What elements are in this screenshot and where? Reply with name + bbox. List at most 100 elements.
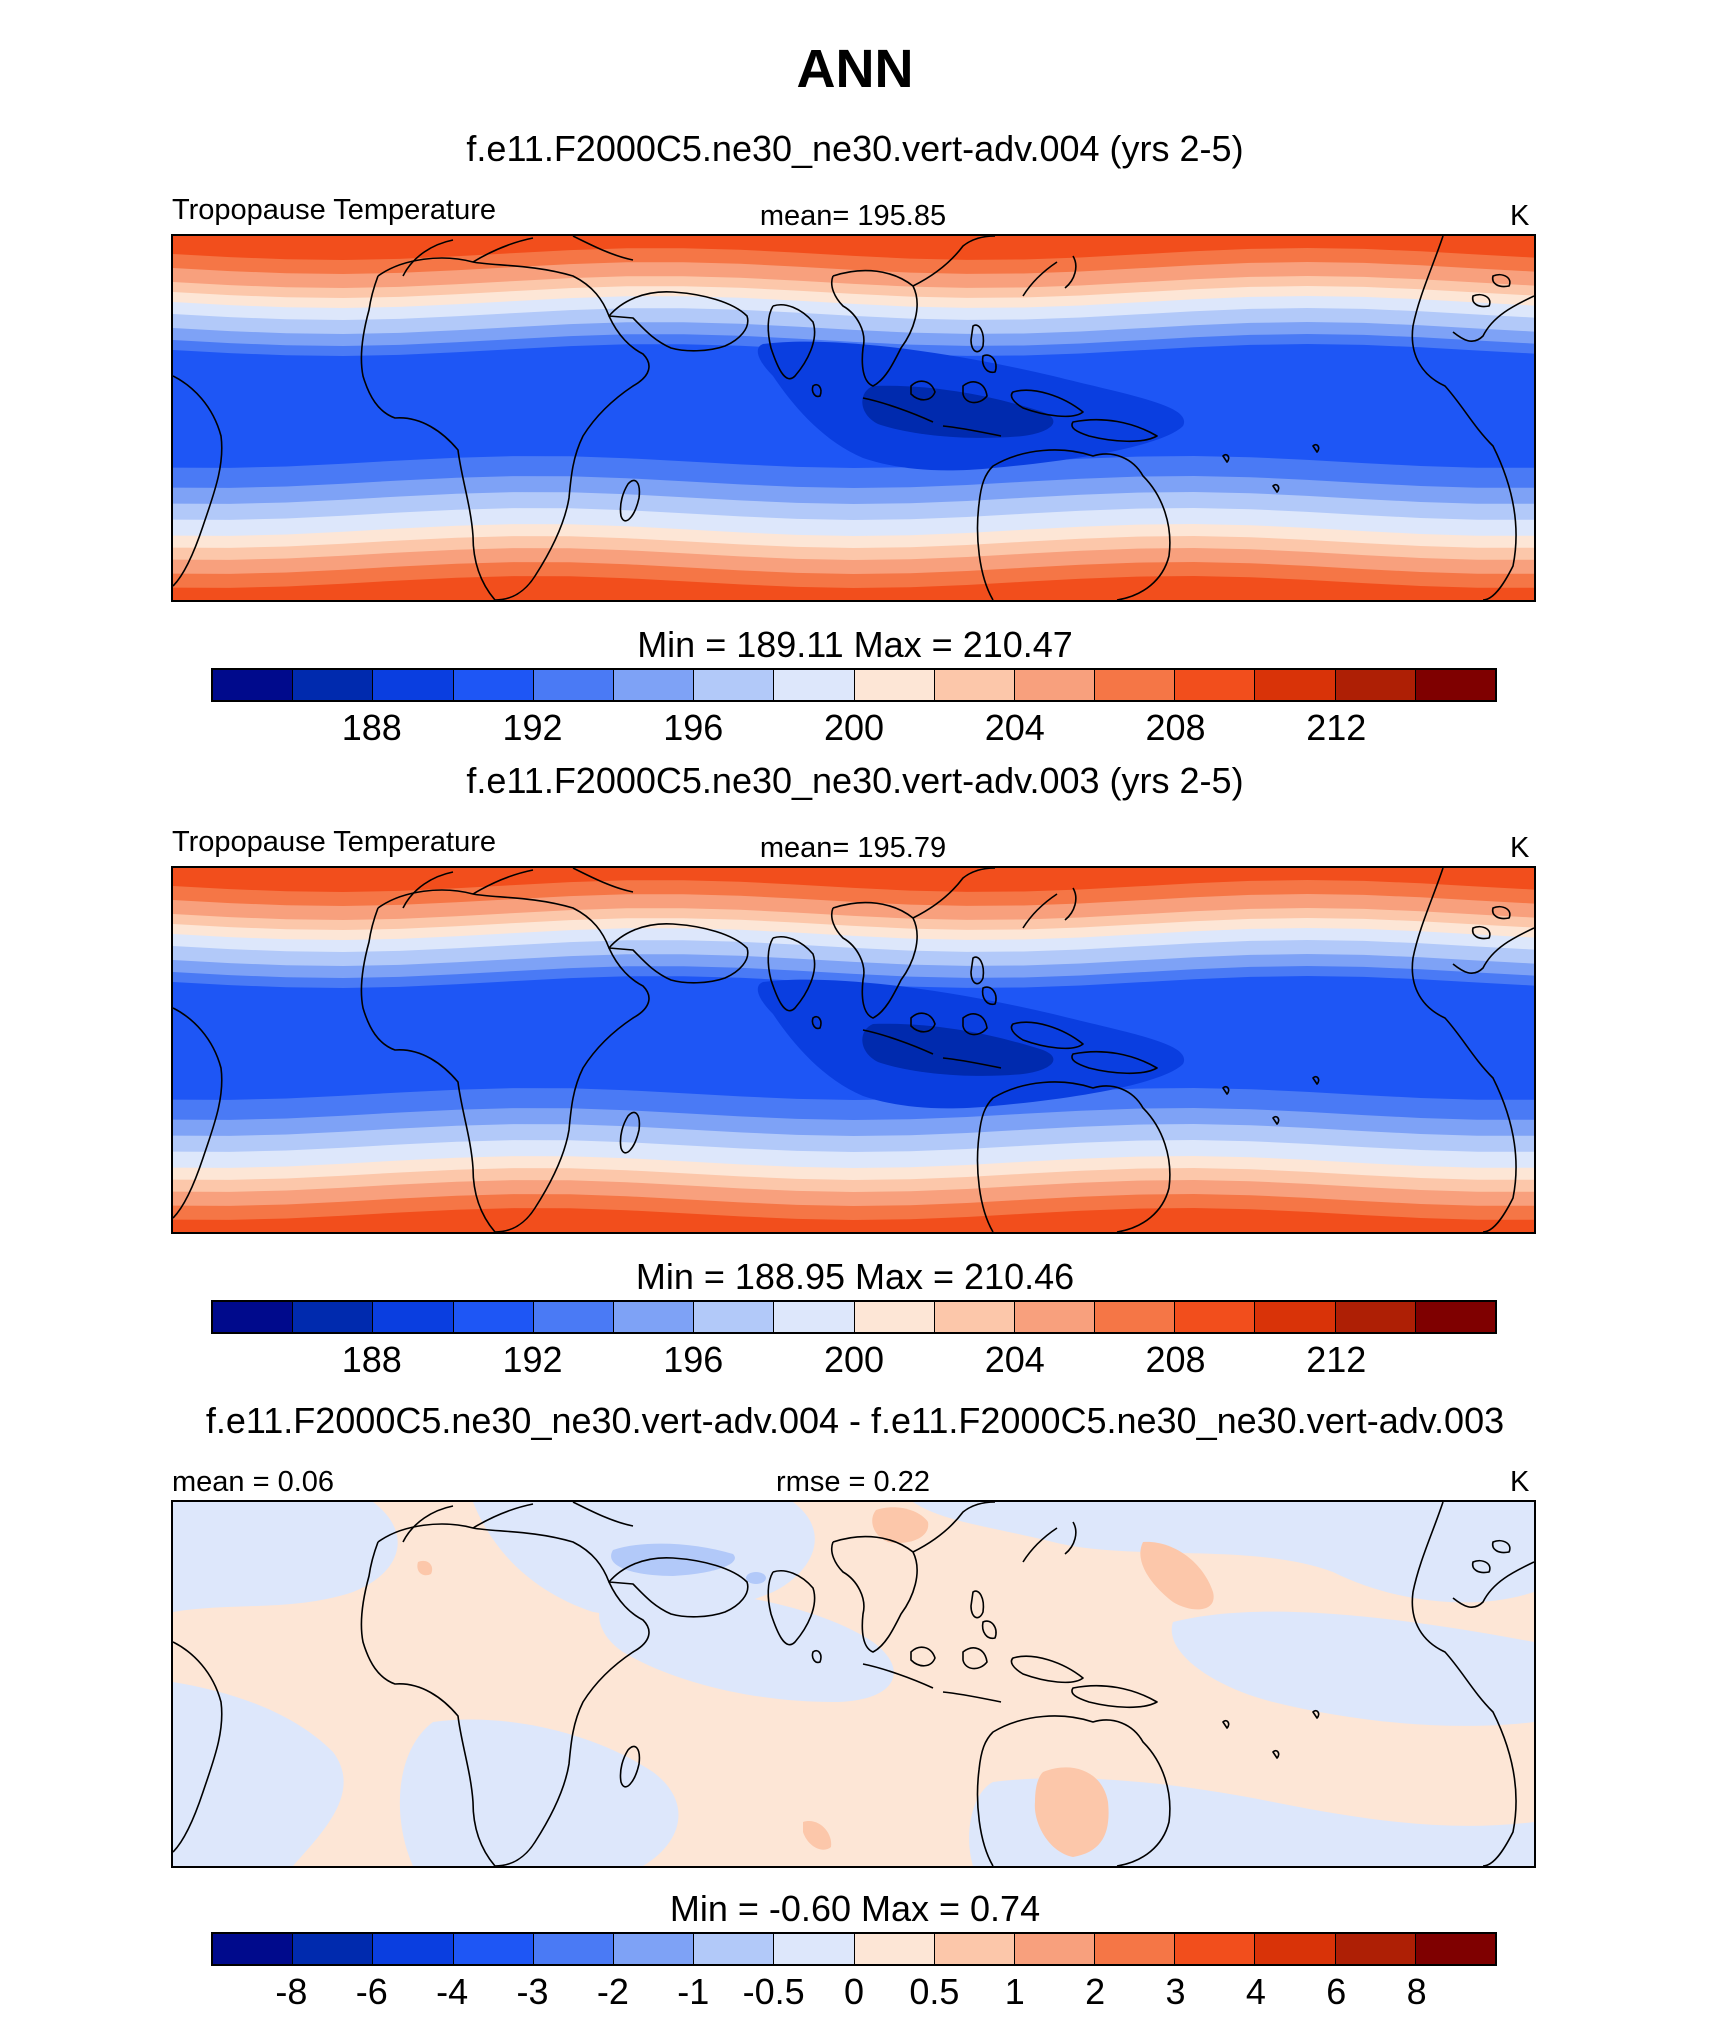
colorbar-box xyxy=(453,1302,534,1332)
panel-2-map-svg xyxy=(173,868,1534,1232)
colorbar-box xyxy=(1255,1934,1336,1964)
colorbar-tick-label: -4 xyxy=(436,1971,469,2012)
diff-region-negative xyxy=(399,1719,679,1866)
coastline xyxy=(811,1015,822,1030)
panel-1-map xyxy=(171,234,1536,602)
colorbar-tick-label: 208 xyxy=(1145,707,1206,748)
panel-1-minmax: Min = 189.11 Max = 210.47 xyxy=(637,624,1073,665)
colorbar-tick-label: 0 xyxy=(843,1971,865,2012)
colorbar-box xyxy=(934,1934,1015,1964)
colorbar-box xyxy=(934,1302,1015,1332)
coastline xyxy=(970,956,997,1006)
diff-region-positive xyxy=(1140,1541,1214,1610)
colorbar-box xyxy=(774,670,855,700)
panel-3-rmse-label: rmse = 0.22 xyxy=(776,1466,930,1498)
colorbar-box xyxy=(533,1934,614,1964)
coastline xyxy=(1071,1050,1158,1075)
colorbar-box xyxy=(1415,1934,1495,1964)
colorbar-box xyxy=(213,1934,294,1964)
coastline xyxy=(402,1502,634,1543)
colorbar-box xyxy=(453,1934,534,1964)
colorbar-box xyxy=(1255,1302,1336,1332)
colorbar-tick-label: 4 xyxy=(1245,1971,1266,2012)
diff-region-positive xyxy=(417,1560,433,1576)
colorbar-box xyxy=(1014,670,1096,700)
panel-3-minmax: Min = -0.60 Max = 0.74 xyxy=(669,1888,1041,1929)
coastline xyxy=(1411,868,1534,1232)
colorbar-box xyxy=(533,670,614,700)
panel-3-map-svg xyxy=(173,1502,1534,1866)
colorbar-box xyxy=(854,1302,935,1332)
colorbar-tick-label: 0.5 xyxy=(909,1971,960,2012)
colorbar-box xyxy=(1335,1934,1416,1964)
colorbar-box xyxy=(1415,1302,1495,1332)
panel-3-case-title: f.e11.F2000C5.ne30_ne30.vert-adv.004 - f… xyxy=(205,1400,1505,1441)
colorbar-tick-label: 204 xyxy=(984,1339,1045,1380)
coastline xyxy=(811,1649,822,1664)
colorbar-tick-label: -2 xyxy=(596,1971,629,2012)
colorbar-tick-label: -0.5 xyxy=(742,1971,805,2012)
colorbar-box xyxy=(373,1302,454,1332)
coastline xyxy=(811,383,822,398)
colorbar-box xyxy=(1095,1934,1176,1964)
colorbar-tick-label: 212 xyxy=(1306,707,1367,748)
colorbar-box xyxy=(934,670,1015,700)
coastline xyxy=(360,1523,650,1866)
panel-1-variable-label: Tropopause Temperature xyxy=(172,194,497,226)
colorbar-tick-label: 196 xyxy=(663,707,724,748)
colorbar-box xyxy=(453,670,534,700)
panel-3-units-label: K xyxy=(1510,1466,1530,1498)
panel-1-colorbar xyxy=(211,668,1497,702)
coastline xyxy=(976,1715,1171,1866)
colorbar-box xyxy=(694,1302,775,1332)
colorbar-tick-label: 3 xyxy=(1165,1971,1186,2012)
diff-region-negative-strong xyxy=(611,1543,735,1576)
coastline xyxy=(767,936,816,1012)
colorbar-box xyxy=(533,1302,614,1332)
coastline xyxy=(402,236,634,277)
coastline xyxy=(173,1641,223,1853)
colorbar-box xyxy=(1095,1302,1176,1332)
panel-2-map xyxy=(171,866,1536,1234)
diff-region-negative xyxy=(913,1502,1534,1603)
colorbar-tick-label: 6 xyxy=(1326,1971,1347,2012)
colorbar-tick-label: 2 xyxy=(1085,1971,1106,2012)
coastline xyxy=(1471,905,1511,940)
coastline xyxy=(1411,1502,1534,1866)
colorbar-box xyxy=(373,1934,454,1964)
diff-region-negative xyxy=(1171,1611,1534,1726)
colorbar-tick-label: 200 xyxy=(823,1339,885,1380)
diff-region-positive xyxy=(803,1821,832,1850)
colorbar-tick-label: 196 xyxy=(663,1339,724,1380)
panel-2-variable-label: Tropopause Temperature xyxy=(172,826,497,858)
colorbar-box xyxy=(613,1934,695,1964)
panel-1-case-title: f.e11.F2000C5.ne30_ne30.vert-adv.004 (yr… xyxy=(466,128,1244,169)
colorbar-box xyxy=(1014,1302,1096,1332)
panel-3-mean-label: mean = 0.06 xyxy=(172,1466,335,1498)
coastline xyxy=(970,324,997,374)
coastline xyxy=(767,1570,816,1646)
coastline xyxy=(830,1535,918,1653)
coastline xyxy=(360,889,650,1232)
colorbar-box xyxy=(293,670,374,700)
panel-2-mean-label: mean= 195.79 xyxy=(759,832,947,864)
coastline xyxy=(862,1012,1084,1069)
colorbar-box xyxy=(694,1934,775,1964)
colorbar-box xyxy=(694,670,775,700)
coastline xyxy=(912,1502,1077,1563)
colorbar-tick-label: 188 xyxy=(341,707,402,748)
colorbar-box xyxy=(1095,670,1176,700)
coastline xyxy=(976,1081,1171,1232)
figure-title: ANN xyxy=(796,39,914,99)
colorbar-box xyxy=(1014,1934,1096,1964)
cold-core-inner xyxy=(862,385,1054,438)
diff-region-negative xyxy=(173,1502,398,1612)
colorbar-box xyxy=(293,1934,374,1964)
diff-region-negative xyxy=(599,1589,894,1702)
colorbar-box xyxy=(774,1934,855,1964)
colorbar-box xyxy=(373,670,454,700)
coastline xyxy=(1222,1075,1320,1125)
colorbar-box xyxy=(1415,670,1495,700)
coastlines xyxy=(173,236,1534,600)
panel-1-mean-label: mean= 195.85 xyxy=(759,200,947,232)
